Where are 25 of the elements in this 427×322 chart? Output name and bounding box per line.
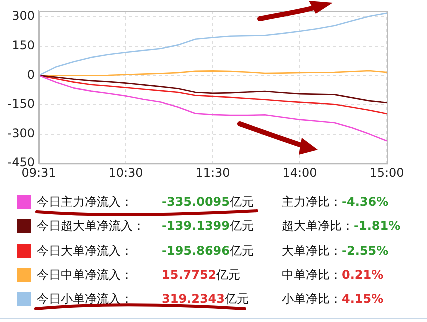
y-tick-label: -150 xyxy=(8,97,35,112)
x-tick-label: 10:30 xyxy=(108,166,144,180)
y-tick-label: 150 xyxy=(12,38,35,52)
legend-label: 今日超大单净流入： xyxy=(37,218,145,236)
text: 中单净比：0.21% xyxy=(282,266,384,284)
legend-label: 今日中单净流入： xyxy=(37,266,133,284)
text: 大单净比：-2.55% xyxy=(282,242,389,260)
legend-label: 今日小单净流入： xyxy=(37,291,133,308)
text: -195.8696亿元 xyxy=(162,242,254,260)
text: -335.0095亿元 xyxy=(162,194,254,211)
y-tick-label: -300 xyxy=(8,126,35,140)
y-tick-label: 300 xyxy=(12,9,35,24)
x-tick-label: 09:31 xyxy=(22,166,56,180)
text: 超大单净比：-1.81% xyxy=(282,218,401,236)
text: 15.7752亿元 xyxy=(162,266,241,284)
text: 小单净比：4.15% xyxy=(282,291,384,308)
legend-label: 今日大单净流入： xyxy=(37,242,133,260)
legend-label: 今日主力净流入： xyxy=(37,194,133,211)
x-tick-label: 15:00 xyxy=(370,166,404,180)
text: 主力净比：-4.36% xyxy=(282,194,389,211)
y-tick-label: 0 xyxy=(27,68,35,82)
x-tick-label: 11:30 xyxy=(196,166,230,180)
text: 319.2343亿元 xyxy=(162,291,250,308)
text: -139.1399亿元 xyxy=(162,218,254,236)
x-tick-label: 14:00 xyxy=(282,166,318,180)
